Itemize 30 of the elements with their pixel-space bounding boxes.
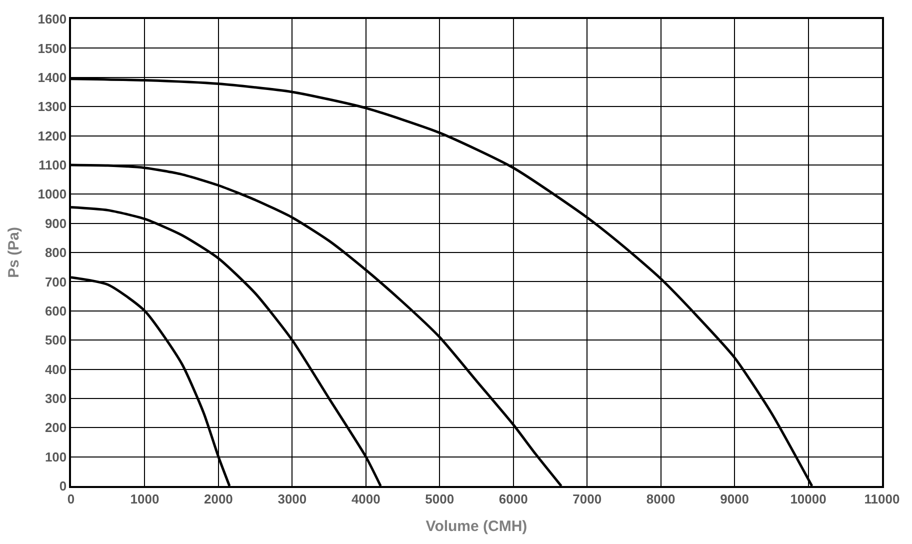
x-axis-title: Volume (CMH) bbox=[426, 518, 528, 535]
y-tick-label: 300 bbox=[44, 390, 67, 406]
x-tick-label: 8000 bbox=[646, 491, 676, 506]
y-tick-label: 200 bbox=[44, 420, 67, 436]
y-tick-label: 1100 bbox=[38, 157, 67, 172]
x-tick-label: 6000 bbox=[498, 491, 528, 506]
y-tick-label: 1200 bbox=[38, 128, 67, 144]
x-tick-label: 5000 bbox=[425, 491, 454, 506]
x-tick-label: 11000 bbox=[864, 491, 900, 506]
y-tick-label: 1600 bbox=[38, 12, 67, 27]
y-axis-title: Ps (Pa) bbox=[5, 227, 22, 278]
y-tick-label: 1000 bbox=[38, 186, 67, 202]
y-tick-label: 1400 bbox=[38, 70, 67, 85]
y-tick-label: 700 bbox=[44, 274, 67, 290]
y-tick-label: 800 bbox=[44, 245, 67, 260]
y-tick-label: 900 bbox=[44, 216, 67, 231]
x-tick-label: 10000 bbox=[790, 491, 826, 506]
y-tick-label: 600 bbox=[44, 303, 67, 318]
x-tick-label: 3000 bbox=[278, 491, 307, 506]
x-tick-label: 7000 bbox=[572, 491, 602, 506]
x-tick-label: 4000 bbox=[351, 491, 380, 506]
x-tick-label: 9000 bbox=[720, 491, 750, 506]
x-tick-label: 2000 bbox=[204, 491, 233, 506]
y-tick-label: 1300 bbox=[38, 99, 67, 114]
y-tick-label: 400 bbox=[44, 362, 67, 377]
y-tick-label: 500 bbox=[44, 332, 67, 348]
y-tick-label: 0 bbox=[59, 478, 67, 494]
x-tick-label: 1000 bbox=[130, 491, 160, 506]
y-tick-label: 100 bbox=[44, 449, 67, 464]
y-tick-label: 1500 bbox=[38, 40, 67, 56]
